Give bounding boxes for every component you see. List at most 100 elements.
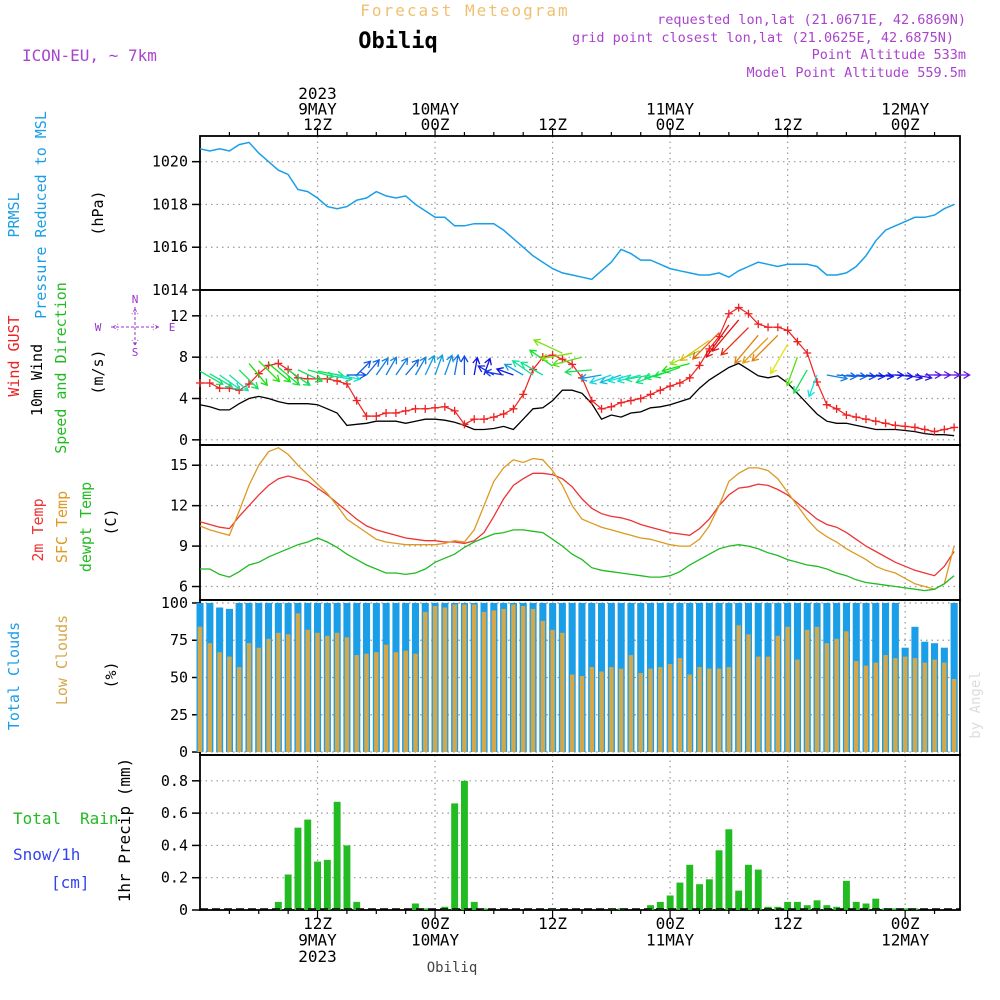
low-cloud-bar <box>707 668 712 753</box>
wind-gust-marker <box>695 361 704 370</box>
chart-title: Forecast Meteogram <box>360 1 569 20</box>
compass-e: E <box>169 321 176 334</box>
bottom-time-label: 12Z <box>303 914 332 933</box>
station-name: Obiliq <box>358 29 437 54</box>
low-cloud-bar <box>834 638 839 753</box>
low-cloud-bar <box>442 607 448 753</box>
wind-direction-arrow <box>228 374 250 392</box>
rain-bar <box>754 869 762 910</box>
wind-direction-arrow <box>395 357 409 376</box>
wind-gust-marker <box>519 390 528 399</box>
low-cloud-bar <box>589 667 594 753</box>
low-cloud-bar <box>726 667 732 753</box>
low-cloud-bar <box>256 647 261 752</box>
y-tick-label: 1014 <box>152 281 188 299</box>
rain-bar <box>304 819 312 910</box>
wind-gust-marker <box>773 323 782 332</box>
wind-gust-marker <box>891 421 900 430</box>
rain-bar <box>813 900 821 910</box>
low-cloud-bar <box>197 626 203 752</box>
total-cloud-bar <box>950 603 958 752</box>
wind-direction-arrow <box>258 360 281 383</box>
rain-bar <box>470 901 478 910</box>
y-tick-label: 4 <box>179 390 188 408</box>
wind-direction-arrow <box>954 370 971 380</box>
y-tick-label: 0.4 <box>161 836 188 854</box>
wind-direction-arrow <box>856 372 877 381</box>
low-cloud-bar <box>844 631 849 752</box>
low-cloud-bar <box>648 668 653 753</box>
low-cloud-bar <box>217 652 222 753</box>
low-cloud-bar <box>315 632 320 752</box>
low-cloud-bar <box>873 662 878 752</box>
low-cloud-bar <box>863 665 869 752</box>
wind-gust-marker <box>499 410 508 418</box>
wind-direction-arrow <box>453 353 462 376</box>
precip-unit: 1hr Precip (mm) <box>115 758 134 903</box>
low-cloud-bar <box>932 659 937 752</box>
low-cloud-bar <box>413 653 418 753</box>
wind-direction-arrow <box>444 354 454 376</box>
wind-direction-arrow <box>720 327 749 356</box>
y-tick-label: 0 <box>179 431 188 449</box>
wind-direction-arrow <box>477 365 495 376</box>
panel-frame <box>199 289 961 446</box>
low-cloud-bar <box>746 634 751 752</box>
low-cloud-bar <box>305 629 310 752</box>
wind-direction-arrow <box>346 370 368 380</box>
wind-gust-marker <box>215 384 224 393</box>
wind-gust-marker <box>793 337 802 346</box>
wind-gust-marker <box>205 379 214 387</box>
low-cloud-bar <box>540 620 545 753</box>
top-time-label: 00Z <box>656 115 685 134</box>
temp-sfc-label: SFC Temp <box>53 491 71 563</box>
rain-bar <box>451 803 459 910</box>
wind-gust-marker <box>568 360 577 369</box>
low-cloud-bar <box>364 653 369 753</box>
wind-gust-marker <box>607 402 616 411</box>
wind-gust-marker <box>372 412 381 421</box>
y-tick-label: 6 <box>179 578 188 596</box>
wind-direction-arrow <box>336 374 362 383</box>
wind-gust-marker <box>352 396 361 405</box>
bottom-time-label: 12Z <box>538 914 567 933</box>
low-cloud-bar <box>638 673 643 752</box>
rain-bar <box>696 884 703 910</box>
wind-gust-marker <box>509 404 518 413</box>
wind-label: 10m Wind <box>28 344 46 416</box>
low-cloud-bar <box>432 606 438 753</box>
rain-bar <box>705 879 713 910</box>
bottom-time-label: 00Z <box>656 914 685 933</box>
rain-bar <box>725 829 733 910</box>
footer-station: Obiliq <box>427 960 478 976</box>
pressure-line <box>199 141 955 281</box>
low-cloud-bar <box>893 658 898 752</box>
wind-gust-marker <box>431 403 440 412</box>
wind-direction-arrow <box>741 337 769 364</box>
low-cloud-bar <box>521 606 526 753</box>
low-cloud-bar <box>814 626 820 752</box>
low-cloud-bar <box>560 632 565 752</box>
wind-direction-arrow <box>588 374 612 385</box>
wind-gust-marker <box>940 425 949 434</box>
wind-direction-arrow <box>679 339 710 362</box>
wind-direction-arrow <box>495 367 514 376</box>
wind-gust-marker <box>764 323 773 332</box>
wind-gust-marker <box>470 415 479 424</box>
low-cloud-bar <box>403 650 408 752</box>
top-time-label: 12Z <box>538 115 567 134</box>
low-cloud-bar <box>295 613 301 752</box>
temp-2m-label: 2m Temp <box>29 498 47 561</box>
low-cloud-bar <box>854 661 859 752</box>
low-cloud-bar <box>393 652 399 753</box>
speed-direction-label: Speed and Direction <box>52 282 70 454</box>
low-cloud-bar <box>570 674 575 752</box>
wind-gust-marker <box>636 394 645 403</box>
rain-bar <box>901 908 909 910</box>
y-tick-label: 0 <box>179 743 188 761</box>
y-tick-label: 0 <box>179 901 188 919</box>
wind-direction-arrow <box>375 357 389 376</box>
total-clouds-label: Total Clouds <box>5 622 23 730</box>
low-cloud-bar <box>609 667 614 753</box>
